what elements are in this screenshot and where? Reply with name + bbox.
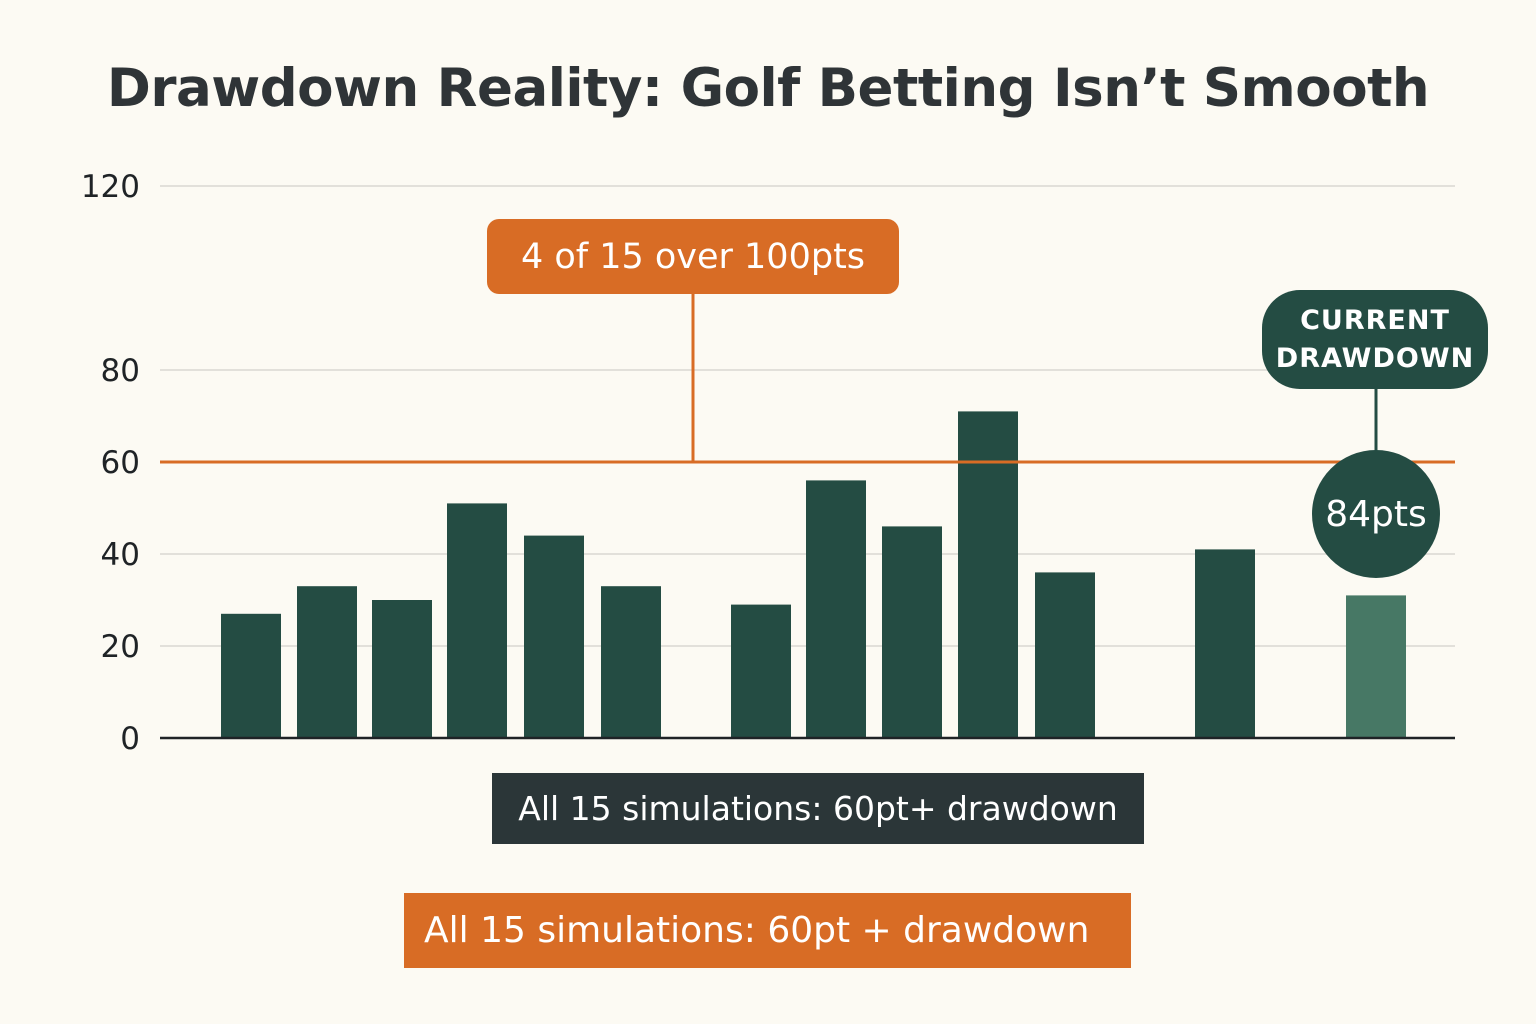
bar xyxy=(731,604,791,738)
bar xyxy=(524,535,584,738)
simulations-banner-dark-text: All 15 simulations: 60pt+ drawdown xyxy=(518,789,1118,828)
current-drawdown-label-line2: DRAWDOWN xyxy=(1275,342,1475,374)
y-tick-label: 0 xyxy=(120,721,140,757)
bar xyxy=(806,480,866,738)
y-tick-label: 40 xyxy=(101,537,140,573)
y-tick-label: 60 xyxy=(101,445,140,481)
simulations-banner-orange: All 15 simulations: 60pt + drawdown xyxy=(404,893,1131,968)
current-drawdown-label: CURRENT DRAWDOWN xyxy=(1262,290,1488,389)
current-drawdown-value-bubble: 84pts xyxy=(1312,450,1440,578)
bars xyxy=(221,411,1406,738)
y-tick-label: 120 xyxy=(81,169,140,205)
bar xyxy=(372,600,432,738)
simulations-banner-dark: All 15 simulations: 60pt+ drawdown xyxy=(492,773,1144,844)
chart-title: Drawdown Reality: Golf Betting Isn’t Smo… xyxy=(106,58,1430,119)
threshold-callout-text: 4 of 15 over 100pts xyxy=(520,236,866,277)
current-drawdown-value: 84pts xyxy=(1325,493,1427,535)
threshold-callout: 4 of 15 over 100pts xyxy=(487,219,899,294)
bar xyxy=(297,586,357,738)
y-tick-label: 80 xyxy=(101,353,140,389)
bar xyxy=(447,503,507,738)
bar xyxy=(958,411,1018,738)
bar xyxy=(1035,572,1095,738)
bar xyxy=(1195,549,1255,738)
bar-current-drawdown xyxy=(1346,595,1406,738)
bar xyxy=(221,613,281,738)
bar xyxy=(882,526,942,738)
simulations-banner-orange-text: All 15 simulations: 60pt + drawdown xyxy=(424,910,1090,951)
y-tick-label: 20 xyxy=(101,629,140,665)
bar xyxy=(601,586,661,738)
current-drawdown-label-line1: CURRENT xyxy=(1300,304,1450,336)
y-axis-ticks: 0 20 40 60 80 120 xyxy=(81,169,140,757)
